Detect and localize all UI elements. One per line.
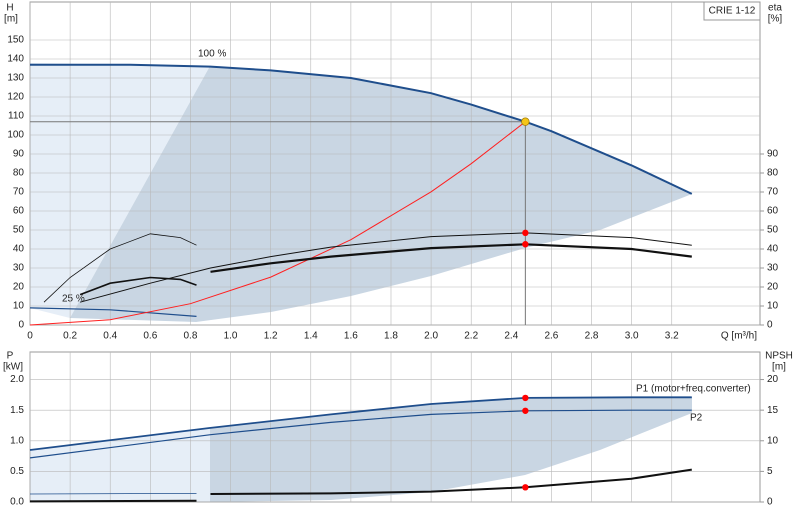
y2-tick-label: 70 bbox=[767, 187, 779, 198]
y2-tick-label: 60 bbox=[767, 206, 779, 217]
y-tick-label: 1.0 bbox=[10, 435, 24, 446]
x-tick-label: 1.6 bbox=[344, 331, 358, 342]
y-unit: [kW] bbox=[3, 362, 23, 373]
y-tick-label: 100 bbox=[7, 130, 24, 141]
y-tick-label: 130 bbox=[7, 73, 24, 84]
y2-tick-label: 20 bbox=[767, 374, 779, 385]
y2-tick-label: 0 bbox=[767, 497, 773, 508]
x-label: Q [m³/h] bbox=[721, 331, 757, 342]
y-unit: [m] bbox=[4, 14, 18, 25]
marker bbox=[522, 241, 529, 248]
y-tick-label: 140 bbox=[7, 54, 24, 65]
y2-tick-label: 10 bbox=[767, 435, 779, 446]
marker bbox=[522, 484, 529, 491]
y-tick-label: 120 bbox=[7, 92, 24, 103]
x-tick-label: 2.0 bbox=[424, 331, 438, 342]
x-tick-label: 0.6 bbox=[143, 331, 157, 342]
y-tick-label: 60 bbox=[13, 206, 25, 217]
y2-tick-label: 90 bbox=[767, 149, 779, 160]
series-label: P1 (motor+freq.converter) bbox=[636, 384, 751, 395]
x-tick-label: 3.2 bbox=[665, 331, 679, 342]
y-tick-label: 2.0 bbox=[10, 374, 24, 385]
y-label: H bbox=[6, 3, 13, 14]
chart-title: CRIE 1-12 bbox=[709, 6, 756, 17]
y-tick-label: 40 bbox=[13, 244, 25, 255]
x-tick-label: 3.0 bbox=[625, 331, 639, 342]
y-tick-label: 0.0 bbox=[10, 497, 24, 508]
y-tick-label: 0.5 bbox=[10, 466, 24, 477]
x-tick-label: 1.0 bbox=[224, 331, 238, 342]
y2-tick-label: 5 bbox=[767, 466, 773, 477]
series-line bbox=[43, 233, 197, 303]
y-tick-label: 110 bbox=[8, 111, 24, 122]
annotation: 100 % bbox=[198, 49, 226, 60]
legend-box bbox=[703, 1, 761, 21]
y-tick-label: 150 bbox=[7, 35, 24, 46]
marker bbox=[522, 407, 529, 414]
y2-unit: [m] bbox=[772, 362, 786, 373]
series-line bbox=[29, 499, 197, 503]
x-tick-label: 2.4 bbox=[504, 331, 518, 342]
y-tick-label: 20 bbox=[13, 282, 25, 293]
series-line bbox=[79, 276, 197, 296]
y-tick-label: 1.5 bbox=[10, 405, 24, 416]
y2-tick-label: 40 bbox=[767, 244, 779, 255]
y2-label: NPSH bbox=[765, 351, 793, 362]
operating-range bbox=[70, 66, 692, 322]
y2-unit: [%] bbox=[768, 14, 783, 25]
series-line bbox=[30, 63, 693, 195]
y-tick-label: 70 bbox=[13, 187, 25, 198]
y2-tick-label: 20 bbox=[767, 282, 779, 293]
y2-tick-label: 50 bbox=[767, 225, 779, 236]
x-tick-label: 1.4 bbox=[304, 331, 318, 342]
series-line bbox=[29, 396, 692, 451]
light-range bbox=[30, 63, 210, 318]
x-tick-label: 2.2 bbox=[464, 331, 478, 342]
series-line bbox=[29, 493, 197, 495]
y-tick-label: 90 bbox=[13, 149, 25, 160]
series-line bbox=[29, 409, 692, 459]
y2-label: eta bbox=[768, 3, 782, 14]
series-line bbox=[210, 243, 692, 273]
y2-tick-label: 30 bbox=[767, 263, 779, 274]
x-tick-label: 0 bbox=[27, 331, 33, 342]
y2-tick-label: 10 bbox=[767, 301, 779, 312]
y-tick-label: 30 bbox=[13, 263, 25, 274]
y-tick-label: 50 bbox=[13, 225, 25, 236]
marker bbox=[522, 394, 529, 402]
x-tick-label: 2.6 bbox=[544, 331, 558, 342]
x-tick-label: 0.4 bbox=[103, 331, 117, 342]
operating-range bbox=[210, 397, 692, 502]
y2-tick-label: 15 bbox=[767, 405, 779, 416]
series-label: P2 bbox=[690, 413, 703, 424]
duty-point bbox=[521, 117, 530, 126]
marker bbox=[522, 229, 529, 237]
light-range bbox=[30, 428, 210, 502]
series-line bbox=[29, 307, 197, 317]
y-tick-label: 80 bbox=[13, 168, 25, 179]
annotation: 25 % bbox=[62, 294, 85, 305]
x-tick-label: 1.2 bbox=[264, 331, 278, 342]
y2-tick-label: 0 bbox=[767, 320, 773, 331]
y-tick-label: 10 bbox=[13, 301, 25, 312]
x-tick-label: 2.8 bbox=[585, 331, 599, 342]
series-line bbox=[210, 468, 692, 495]
y-tick-label: 0 bbox=[18, 320, 24, 331]
y-label: P bbox=[7, 351, 14, 362]
x-tick-label: 0.2 bbox=[63, 331, 77, 342]
x-tick-label: 0.8 bbox=[183, 331, 197, 342]
y2-tick-label: 80 bbox=[767, 168, 779, 179]
x-tick-label: 1.8 bbox=[384, 331, 398, 342]
